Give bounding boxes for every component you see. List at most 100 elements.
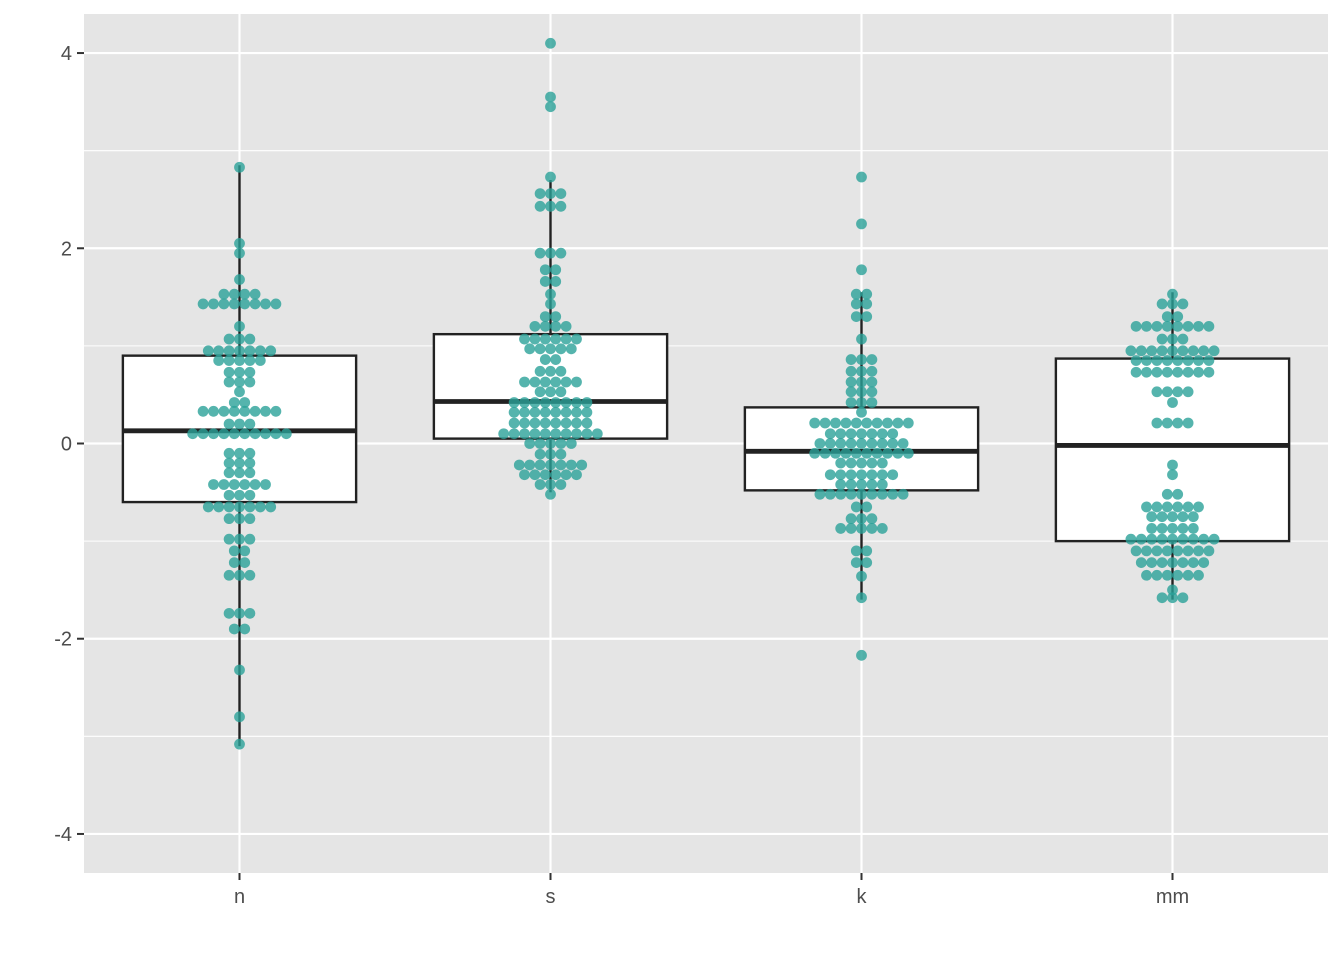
data-dot xyxy=(202,345,214,357)
data-dot xyxy=(1182,417,1194,429)
data-dot xyxy=(866,438,878,449)
y-tick-label: -4 xyxy=(54,824,72,846)
data-dot xyxy=(591,428,603,440)
data-dot xyxy=(850,288,862,300)
data-dot xyxy=(850,298,862,310)
data-dot xyxy=(270,298,282,310)
data-dot xyxy=(1167,469,1178,481)
data-dot xyxy=(234,513,245,525)
data-dot xyxy=(1151,501,1163,513)
data-dot xyxy=(856,523,867,534)
data-dot xyxy=(529,333,541,345)
data-dot xyxy=(265,501,277,513)
data-dot xyxy=(555,188,567,200)
data-dot xyxy=(197,428,209,440)
data-dot xyxy=(213,501,225,513)
data-dot xyxy=(560,469,572,481)
data-dot xyxy=(545,488,556,500)
data-dot xyxy=(1130,355,1142,366)
data-dot xyxy=(882,447,893,459)
data-dot xyxy=(249,288,261,300)
data-dot xyxy=(1135,345,1147,357)
data-dot xyxy=(545,91,556,103)
data-dot xyxy=(223,607,235,619)
data-dot xyxy=(1156,298,1168,310)
data-dot xyxy=(545,365,556,377)
data-dot xyxy=(508,406,520,418)
data-dot xyxy=(260,405,271,417)
data-dot xyxy=(809,447,821,459)
y-tick-label: 4 xyxy=(61,43,72,65)
data-dot xyxy=(239,557,251,568)
data-dot xyxy=(545,101,556,113)
data-dot xyxy=(824,428,836,440)
data-dot xyxy=(840,417,852,429)
data-dot xyxy=(571,333,582,345)
data-dot xyxy=(555,479,567,490)
data-dot xyxy=(529,469,541,481)
data-dot xyxy=(223,489,235,501)
data-dot xyxy=(1172,501,1184,513)
data-dot xyxy=(550,354,562,365)
data-dot xyxy=(1177,345,1189,357)
data-dot xyxy=(223,457,235,469)
data-dot xyxy=(239,288,251,300)
data-dot xyxy=(845,365,857,377)
data-dot xyxy=(850,417,862,429)
y-tick-label: 2 xyxy=(61,238,72,260)
data-dot xyxy=(539,417,551,429)
data-dot xyxy=(845,523,857,534)
data-dot xyxy=(539,320,551,332)
data-dot xyxy=(850,545,862,557)
data-dot xyxy=(581,406,593,418)
data-dot xyxy=(866,354,878,365)
data-dot xyxy=(1177,533,1189,545)
data-dot xyxy=(830,447,841,459)
data-dot xyxy=(1167,288,1178,300)
data-dot xyxy=(856,513,867,525)
data-dot xyxy=(861,311,873,323)
data-dot xyxy=(249,405,261,417)
data-dot xyxy=(1193,366,1204,378)
data-dot xyxy=(545,448,556,460)
data-dot xyxy=(845,397,857,408)
data-dot xyxy=(1177,557,1189,568)
data-dot xyxy=(560,333,572,345)
dot-layer xyxy=(187,37,1220,750)
data-dot xyxy=(234,366,245,378)
data-dot xyxy=(845,354,857,365)
data-dot xyxy=(1177,298,1189,310)
data-dot xyxy=(519,333,530,345)
data-dot xyxy=(265,345,277,357)
data-dot xyxy=(550,311,562,323)
data-dot xyxy=(534,448,546,460)
data-dot xyxy=(508,397,520,408)
data-dot xyxy=(244,607,256,619)
data-dot xyxy=(571,397,582,408)
data-dot xyxy=(249,428,261,440)
data-dot xyxy=(223,355,235,366)
data-dot xyxy=(228,288,240,300)
data-dot xyxy=(560,428,572,440)
data-dot xyxy=(1203,355,1215,366)
data-dot xyxy=(239,545,251,557)
data-dot xyxy=(555,386,567,398)
data-dot xyxy=(845,376,857,388)
data-dot xyxy=(529,320,541,332)
data-dot xyxy=(835,438,847,449)
data-dot xyxy=(1161,320,1173,332)
data-dot xyxy=(835,488,847,500)
data-dot xyxy=(555,200,567,212)
data-dot xyxy=(228,545,240,557)
data-dot xyxy=(1161,488,1173,500)
data-dot xyxy=(223,333,235,345)
data-dot xyxy=(1156,345,1168,357)
data-dot xyxy=(228,405,240,417)
data-dot xyxy=(1156,557,1168,568)
data-dot xyxy=(560,397,572,408)
data-dot xyxy=(244,533,256,545)
data-dot xyxy=(876,479,888,490)
data-dot xyxy=(856,365,867,377)
data-dot xyxy=(218,405,230,417)
data-dot xyxy=(555,365,567,377)
